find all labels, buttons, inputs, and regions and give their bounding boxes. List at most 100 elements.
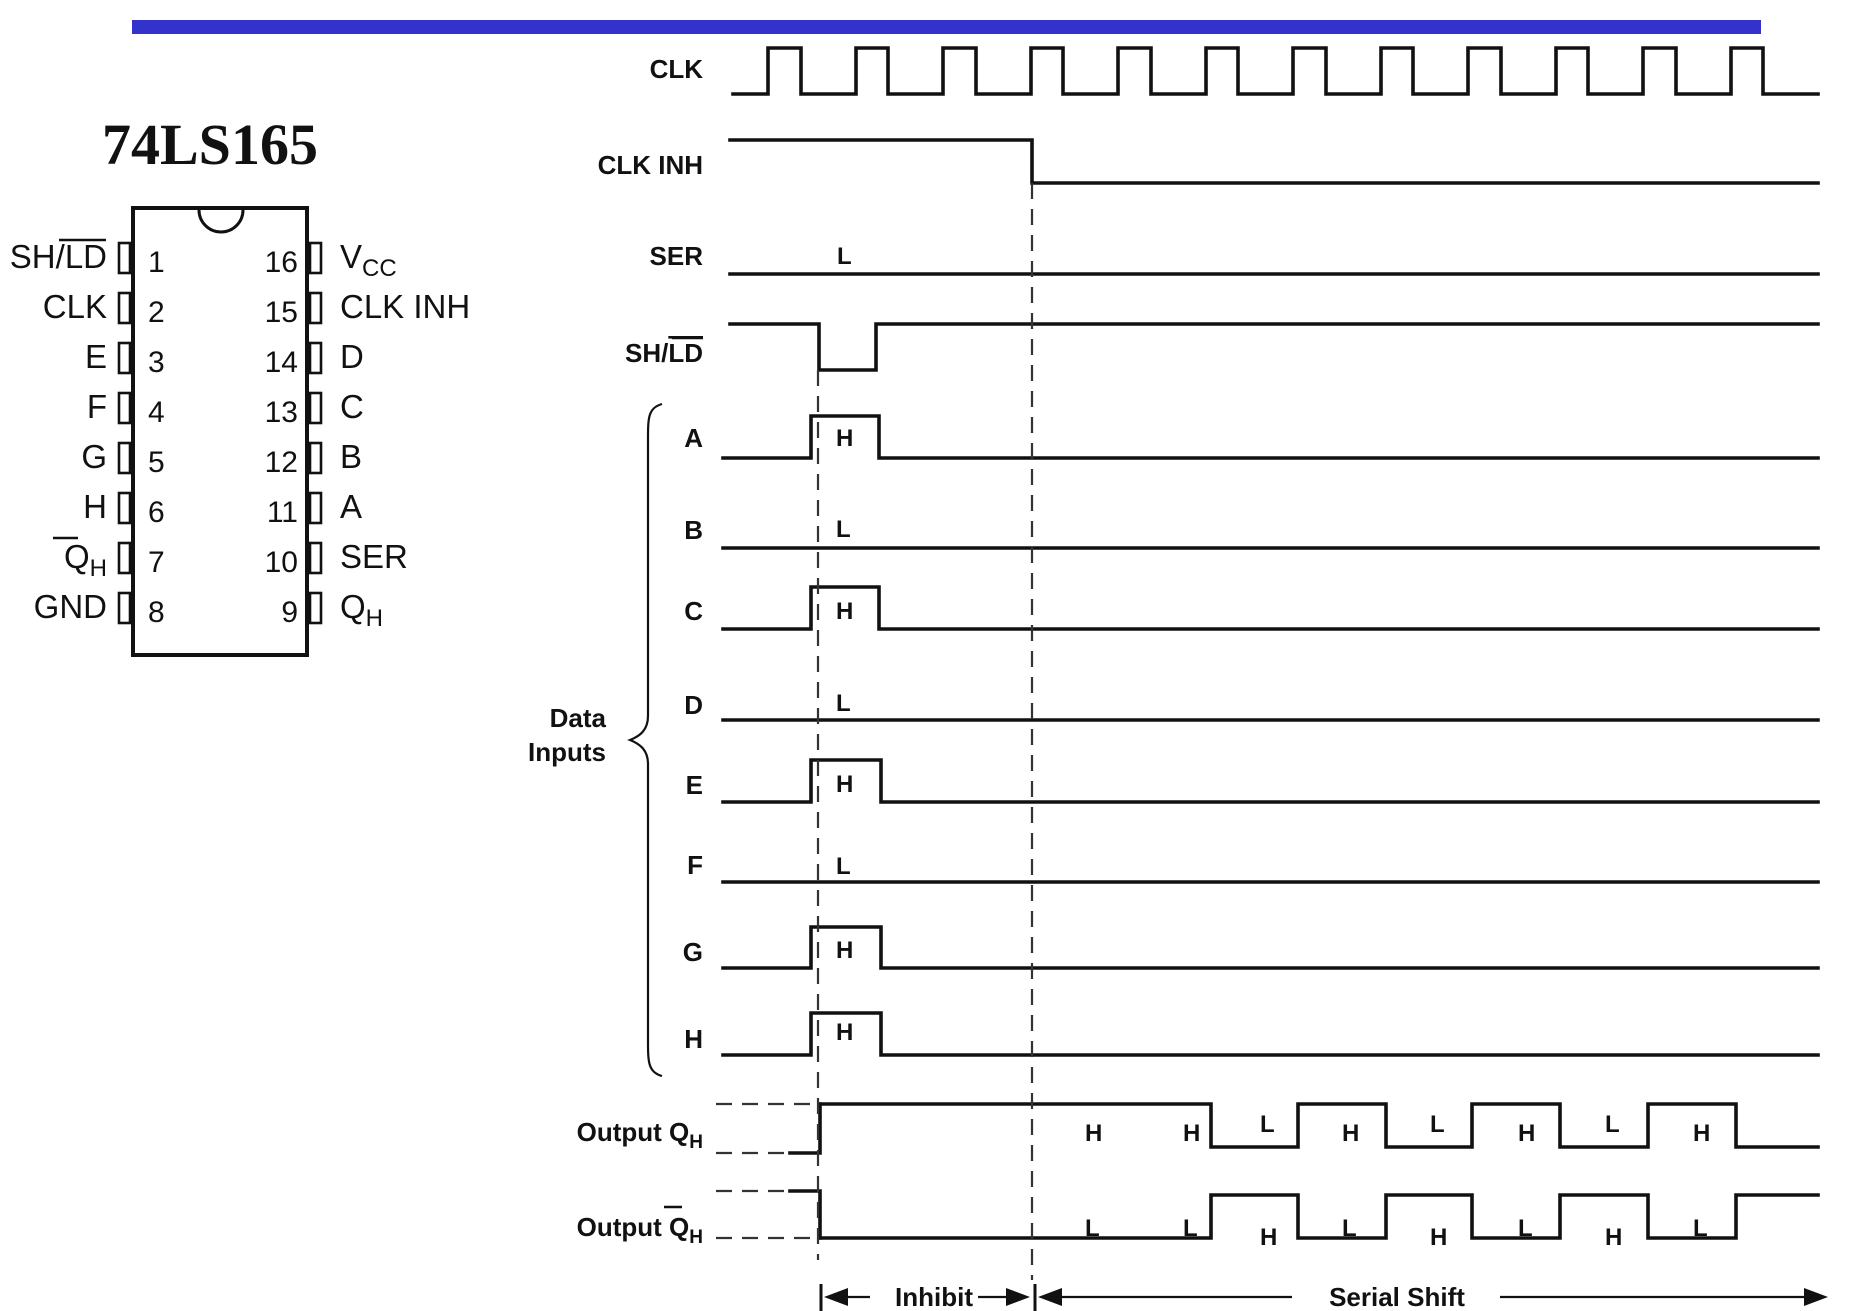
label-b: B xyxy=(684,515,703,545)
wave-output-qh xyxy=(818,1102,1820,1149)
label-output-qh: Output QH xyxy=(577,1117,703,1153)
chip-pin-name-11: A xyxy=(340,488,362,525)
chip-pin-name-10: SER xyxy=(340,538,408,575)
chip-body xyxy=(131,206,309,657)
qhbar-level-6: L xyxy=(1518,1215,1533,1242)
chip-pin-number-8: 8 xyxy=(148,596,165,629)
chip-pin-number-12: 12 xyxy=(265,446,298,479)
chip-title: 74LS165 xyxy=(102,112,318,177)
qh-level-1: H xyxy=(1085,1120,1102,1147)
chip-pin-13 xyxy=(308,391,323,425)
waveforms xyxy=(716,46,1820,1280)
chip-pin-name-9: QH xyxy=(340,588,383,632)
qhbar-level-4: L xyxy=(1342,1215,1357,1242)
chip-pin-number-9: 9 xyxy=(281,596,298,629)
chip-pin-number-1: 1 xyxy=(148,246,165,279)
chip-pin-name-15: CLK INH xyxy=(340,288,470,325)
label-c: C xyxy=(684,596,703,626)
level-ser: L xyxy=(837,243,852,270)
level-b: L xyxy=(836,516,851,543)
chip-pin-10 xyxy=(308,541,323,575)
chip-pin-1 xyxy=(117,241,132,275)
wave-h xyxy=(721,1011,1820,1057)
chip-pin-number-5: 5 xyxy=(148,446,165,479)
chip-pin-name-16: VCC xyxy=(340,238,397,282)
wave-output-qh-unknown-dashes xyxy=(716,1102,818,1155)
qh-level-5: L xyxy=(1430,1111,1445,1138)
qh-level-3: L xyxy=(1260,1111,1275,1138)
chip-pin-3 xyxy=(117,341,132,375)
chip-pin-number-15: 15 xyxy=(265,296,298,329)
qh-level-2: H xyxy=(1183,1120,1200,1147)
wave-a xyxy=(721,414,1820,460)
label-a: A xyxy=(684,423,703,453)
inhibit-right-arrow xyxy=(1006,1288,1030,1306)
chip-pin-number-11: 11 xyxy=(267,496,298,529)
accent-bar xyxy=(132,20,1761,34)
label-data-inputs-1: Data xyxy=(550,703,607,733)
chip-pin-9 xyxy=(308,591,323,625)
wave-g xyxy=(721,925,1820,970)
wave-output-qh-unknown xyxy=(788,1102,822,1155)
wave-output-qhbar-unknown-dashes xyxy=(716,1189,818,1240)
chip-pin-number-16: 16 xyxy=(265,246,298,279)
chip-pin-number-4: 4 xyxy=(148,396,165,429)
wave-e xyxy=(721,758,1820,804)
phase-inhibit: Inhibit xyxy=(895,1282,973,1311)
level-c: H xyxy=(836,598,853,625)
signal-labels: CLK CLK INH SER SH/LD A B C D E F G H Da… xyxy=(528,54,703,1248)
qh-level-7: L xyxy=(1605,1111,1620,1138)
serial-right-arrow xyxy=(1804,1288,1828,1306)
chip-pin-11 xyxy=(308,491,323,525)
chip-pin-name-13: C xyxy=(340,388,364,425)
label-sh-ld: SH/LD xyxy=(625,338,703,368)
label-output-qhbar: Output QH xyxy=(577,1212,703,1248)
inhibit-left-arrow xyxy=(824,1288,848,1306)
chip-pin-number-10: 10 xyxy=(265,546,298,579)
data-inputs-brace xyxy=(627,402,663,1078)
chip-pin-name-5: G xyxy=(81,438,107,475)
level-f: L xyxy=(836,853,851,880)
label-e: E xyxy=(686,770,703,800)
chip-pin-name-8: GND xyxy=(34,588,107,625)
chip-pin-2 xyxy=(117,291,132,325)
chip-pin-number-13: 13 xyxy=(265,396,298,429)
phase-annotations: Inhibit Serial Shift xyxy=(819,1282,1828,1311)
level-g: H xyxy=(836,937,853,964)
level-e: H xyxy=(836,771,853,798)
wave-clk xyxy=(731,46,1820,96)
qhbar-level-3: H xyxy=(1260,1224,1277,1251)
chip-pin-name-2: CLK xyxy=(43,288,107,325)
phase-serial-shift: Serial Shift xyxy=(1329,1282,1465,1311)
wave-clk-inh xyxy=(728,138,1820,185)
level-d: L xyxy=(836,690,851,717)
label-d: D xyxy=(684,690,703,720)
qh-level-8: H xyxy=(1693,1120,1710,1147)
chip-pin-name-12: B xyxy=(340,438,362,475)
level-labels: L H L H L H L H H H H L H L H L H L L H L H L H L xyxy=(836,243,1710,1251)
label-f: F xyxy=(687,850,703,880)
chip-pin-15 xyxy=(308,291,323,325)
chip-pin-16 xyxy=(308,241,323,275)
chip-pin-number-3: 3 xyxy=(148,346,165,379)
label-g: G xyxy=(683,937,703,967)
serial-left-arrow xyxy=(1038,1288,1062,1306)
chip-pinout: 74LS165 1 SH/LD 2 CLK 3 E 4 F 5 G 6 H 7 QH 8 GND 16 VCC 15… xyxy=(10,112,470,657)
qh-level-6: H xyxy=(1518,1120,1535,1147)
chip-pin-14 xyxy=(308,341,323,375)
chip-pin-name-4: F xyxy=(87,388,107,425)
label-h: H xyxy=(684,1024,703,1054)
chip-pin-number-7: 7 xyxy=(148,546,165,579)
qhbar-level-2: L xyxy=(1183,1215,1198,1242)
wave-output-qhbar xyxy=(818,1193,1820,1240)
label-ser: SER xyxy=(650,241,704,271)
label-clk: CLK xyxy=(650,54,704,84)
qhbar-level-5: H xyxy=(1430,1224,1447,1251)
chip-pin-name-3: E xyxy=(85,338,107,375)
chip-pin-8 xyxy=(117,591,132,625)
chip-pin-number-14: 14 xyxy=(265,346,298,379)
qhbar-level-7: H xyxy=(1605,1224,1622,1251)
qh-level-4: H xyxy=(1342,1120,1359,1147)
level-a: H xyxy=(836,425,853,452)
